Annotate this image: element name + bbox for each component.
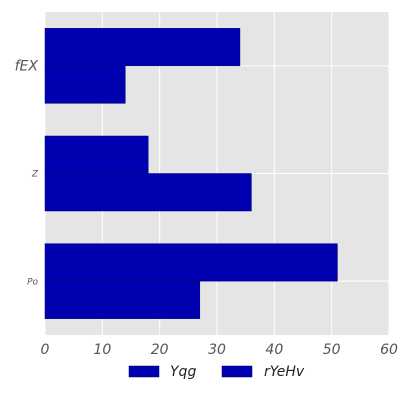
legend-label-yqg: Yqg (170, 364, 196, 380)
x-tick-label-3: 30 (208, 342, 226, 358)
x-tick-label-6: 60 (380, 342, 398, 358)
y-tick-label-0: Po (27, 277, 38, 287)
x-tick-label-2: 20 (151, 342, 169, 358)
bar-ryehv-fex (44, 65, 126, 104)
bar-yqg-po (44, 243, 338, 282)
legend: Yqg rYeHv (128, 364, 305, 380)
bar-ryehv-z (44, 173, 252, 212)
x-tick-label-4: 40 (265, 342, 283, 358)
x-tick-label-0: 0 (41, 342, 50, 358)
legend-swatch-yqg (128, 365, 160, 378)
bar-yqg-fex (44, 28, 241, 67)
legend-swatch-ryehv (221, 365, 253, 378)
bar-yqg-z (44, 135, 149, 174)
bar-ryehv-po (44, 280, 201, 319)
bar-group (44, 28, 338, 319)
legend-label-ryehv: rYeHv (264, 364, 305, 380)
x-tick-label-5: 50 (323, 342, 341, 358)
y-tick-label-1: Z (31, 170, 39, 180)
x-axis-ticks: 0 10 20 30 40 50 60 (41, 342, 398, 358)
y-tick-label-2: fEX (15, 59, 39, 75)
x-tick-label-1: 10 (93, 342, 111, 358)
